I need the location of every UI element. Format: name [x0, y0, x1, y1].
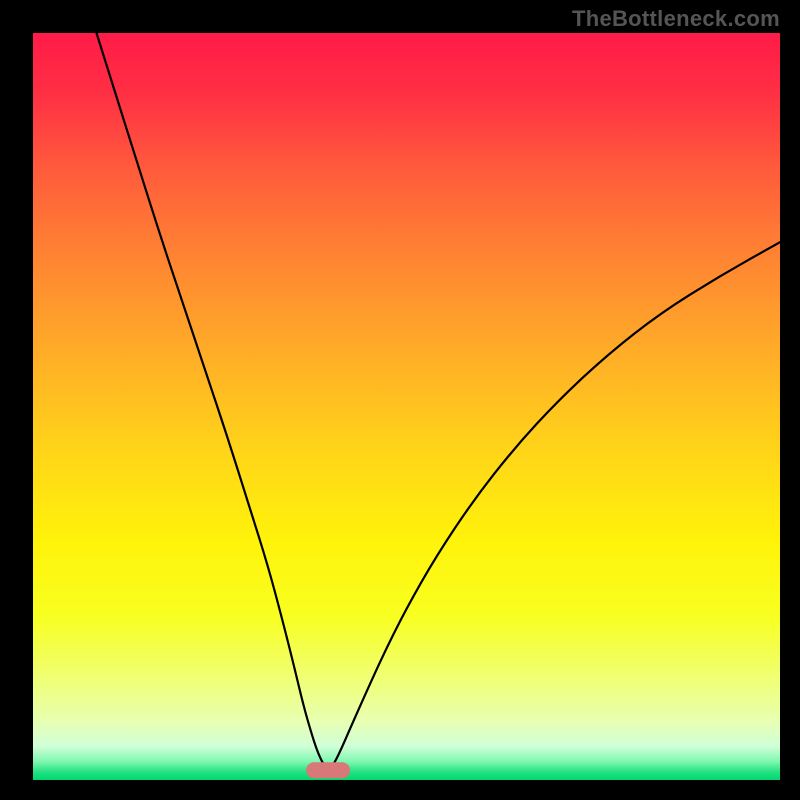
chart-container: { "canvas": { "width": 800, "height": 80…	[0, 0, 800, 800]
gradient-background	[33, 33, 780, 780]
watermark-text: TheBottleneck.com	[572, 6, 780, 32]
minimum-marker	[306, 762, 350, 778]
bottleneck-chart	[0, 0, 800, 800]
